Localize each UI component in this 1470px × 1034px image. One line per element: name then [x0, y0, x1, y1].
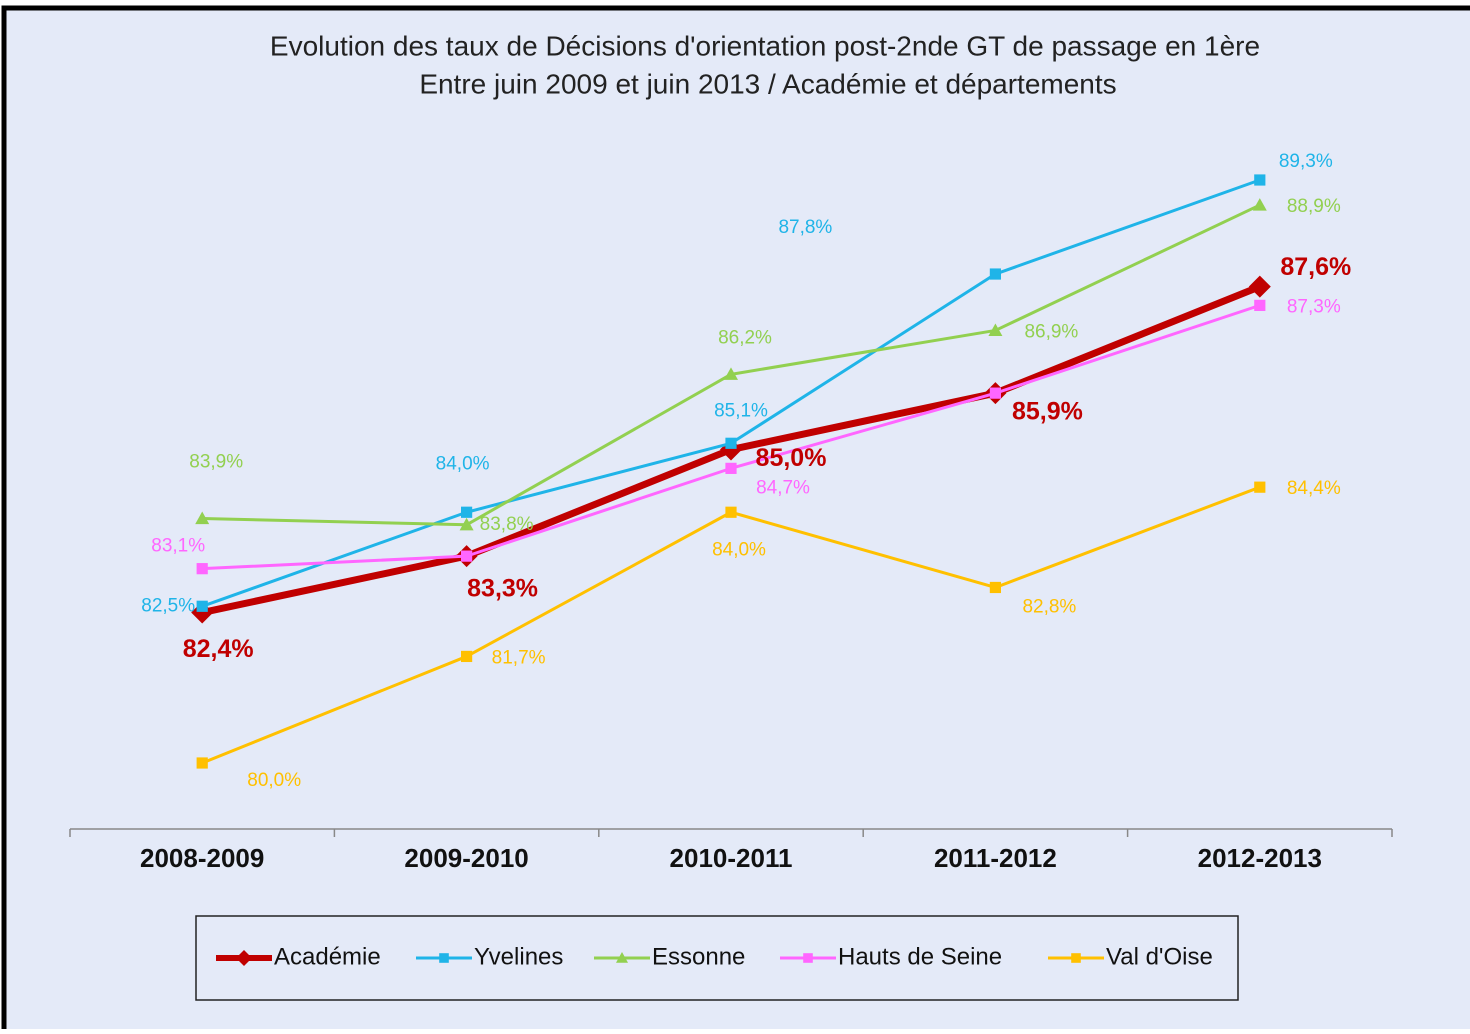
- data-label: 87,3%: [1287, 296, 1341, 317]
- data-point: [1254, 174, 1266, 186]
- data-point: [1254, 481, 1266, 493]
- data-label: 85,1%: [714, 400, 768, 421]
- x-tick-label: 2008-2009: [140, 843, 264, 873]
- legend-label: Hauts de Seine: [838, 943, 1002, 970]
- chart-title: Evolution des taux de Décisions d'orient…: [270, 30, 1260, 61]
- data-label: 82,4%: [183, 635, 254, 663]
- data-point: [196, 757, 208, 769]
- data-label: 82,8%: [1022, 596, 1076, 617]
- data-point: [724, 367, 738, 380]
- data-point: [725, 462, 737, 474]
- legend-marker: [1071, 953, 1081, 963]
- data-point: [1252, 198, 1267, 211]
- legend-marker: [803, 953, 813, 963]
- data-label: 84,4%: [1287, 478, 1341, 499]
- data-label: 86,2%: [718, 327, 772, 348]
- data-label: 85,9%: [1012, 398, 1083, 426]
- legend-marker: [616, 952, 628, 963]
- x-tick-label: 2010-2011: [670, 843, 793, 873]
- x-tick-label: 2012-2013: [1198, 843, 1322, 873]
- data-label: 87,6%: [1280, 253, 1351, 281]
- legend-marker: [236, 950, 252, 966]
- data-label: 83,9%: [189, 452, 243, 473]
- data-point: [461, 506, 473, 518]
- data-label: 88,9%: [1287, 196, 1341, 217]
- data-label: 86,9%: [1024, 321, 1078, 342]
- data-point: [1254, 299, 1266, 311]
- data-label: 83,1%: [151, 536, 205, 557]
- legend-label: Val d'Oise: [1106, 943, 1213, 970]
- data-label: 89,3%: [1279, 151, 1333, 172]
- data-point: [988, 323, 1003, 337]
- legend-marker: [439, 953, 449, 963]
- data-point: [461, 550, 473, 562]
- data-label: 83,8%: [480, 514, 534, 535]
- legend-box: [195, 915, 1239, 1001]
- data-label: 84,0%: [436, 453, 490, 474]
- data-point: [989, 387, 1001, 399]
- data-point: [989, 581, 1001, 594]
- data-point: [459, 517, 474, 531]
- data-point: [196, 600, 208, 612]
- legend-label: Essonne: [652, 943, 745, 970]
- data-label: 81,7%: [492, 647, 546, 668]
- data-label: 87,8%: [778, 217, 832, 238]
- data-point: [725, 437, 737, 449]
- data-label: 84,7%: [756, 477, 810, 498]
- legend-label: Académie: [274, 943, 381, 970]
- data-point: [989, 268, 1001, 280]
- legend-label: Yvelines: [474, 943, 563, 970]
- data-label: 84,0%: [712, 539, 766, 560]
- x-tick-label: 2011-2012: [934, 843, 1057, 873]
- data-point: [725, 506, 737, 518]
- data-point: [461, 650, 473, 663]
- data-point: [195, 511, 210, 525]
- chart-subtitle: Entre juin 2009 et juin 2013 / Académie …: [419, 68, 1116, 99]
- x-tick-label: 2009-2010: [404, 843, 528, 873]
- data-label: 83,3%: [467, 575, 538, 603]
- data-label: 85,0%: [756, 444, 827, 472]
- data-label: 82,5%: [141, 595, 195, 616]
- data-point: [1248, 275, 1271, 298]
- data-label: 80,0%: [247, 770, 301, 791]
- data-point: [196, 563, 208, 575]
